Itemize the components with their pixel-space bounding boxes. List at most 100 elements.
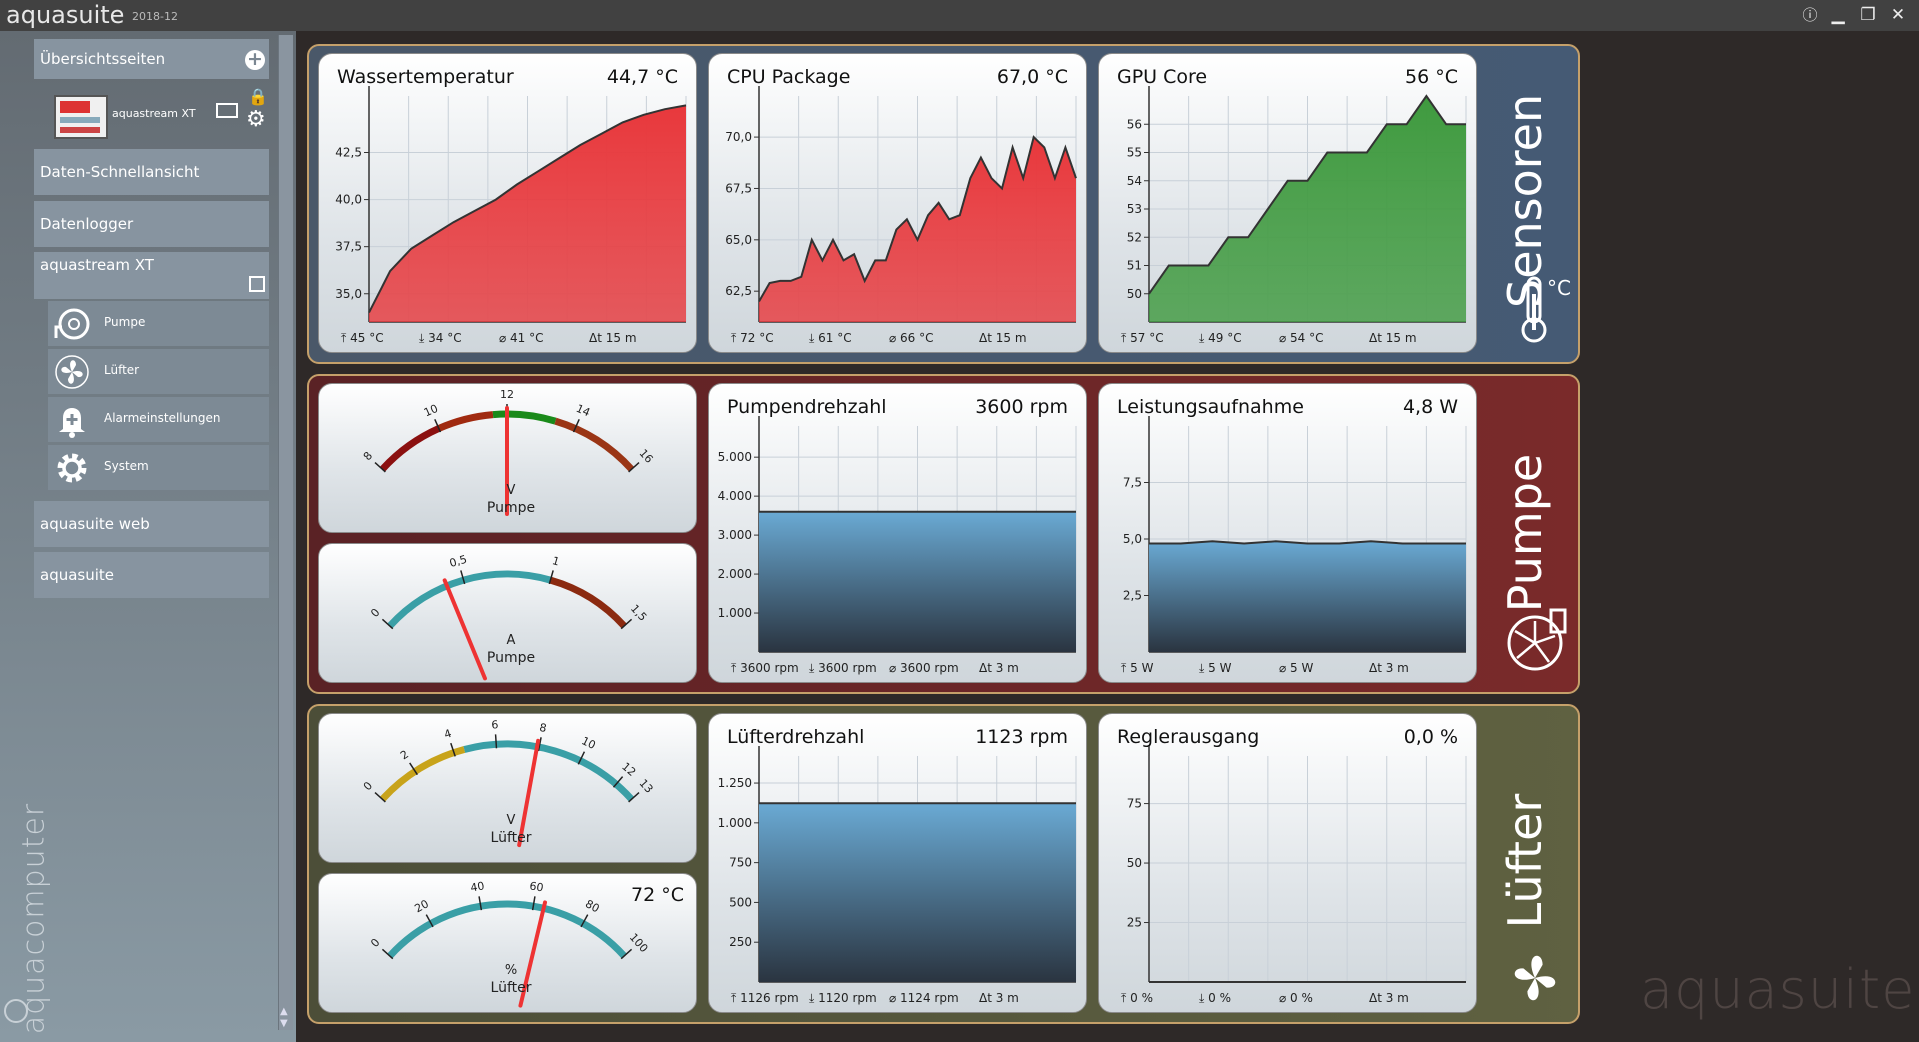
stat-timespan: Δt 15 m <box>589 331 637 345</box>
sidebar-item-device[interactable]: aquastream XT <box>34 252 269 299</box>
gauge-arc <box>379 746 466 802</box>
chart-water: 35,0 37,5 40,0 42,5 <box>335 86 687 323</box>
stat-max: ⤒ 0 % <box>1121 991 1153 1005</box>
gauge-tick <box>450 742 456 757</box>
stat-timespan: Δt 3 m <box>979 991 1019 1005</box>
close-button[interactable]: ✕ <box>1890 5 1906 25</box>
y-tick-label: 70,0 <box>725 130 752 144</box>
gauge-tick <box>572 418 580 433</box>
stat-timespan: Δt 15 m <box>1369 331 1417 345</box>
stat-max: ⤒ 45 °C <box>341 331 384 345</box>
gauge-arc <box>549 576 627 629</box>
y-tick-label: 53 <box>1127 202 1142 216</box>
scroll-arrows-icon[interactable]: ▲ ▼ <box>280 1006 288 1029</box>
gauge-tick-label: 80 <box>583 897 602 915</box>
gauge-tick <box>580 914 589 928</box>
gauge-arc <box>387 900 627 959</box>
gauge-tick <box>478 896 483 911</box>
save-icon[interactable] <box>249 276 265 292</box>
gauge-tick-label: 2 <box>398 748 411 763</box>
gauge-tick-label: 10 <box>579 734 597 752</box>
series-area <box>369 105 686 323</box>
gauge-label: Pumpe <box>487 650 535 666</box>
stat-min: ⤓ 1120 rpm <box>809 991 877 1005</box>
restore-button[interactable]: ❐ <box>1860 5 1876 25</box>
minimize-button[interactable]: ▁ <box>1831 5 1845 25</box>
card-value: 56 °C <box>1405 66 1458 88</box>
gauge-needle <box>517 738 541 848</box>
gauge-tick <box>434 418 442 433</box>
y-tick-label: 1.250 <box>718 776 752 790</box>
stat-avg: ⌀ 0 % <box>1279 991 1313 1005</box>
sidebar-item-fan[interactable]: Lüfter <box>48 349 269 394</box>
card-water-temperature: Wassertemperatur 44,7 °C 35,0 37,5 40,0 42,… <box>318 53 697 353</box>
gauge-arc <box>437 411 494 432</box>
card-pump-rpm: Pumpendrehzahl 3600 rpm 1.000 2.000 3.000 4… <box>708 383 1087 683</box>
sidebar-item-system[interactable]: System <box>48 445 269 490</box>
stat-max: ⤒ 57 °C <box>1121 331 1164 345</box>
gauge-needle <box>518 900 548 1008</box>
y-tick-label: 52 <box>1127 230 1142 244</box>
y-tick-label: 750 <box>729 856 752 870</box>
stat-min: ⤓ 0 % <box>1199 991 1231 1005</box>
card-title: Pumpendrehzahl <box>727 396 887 418</box>
sidebar-item-pump[interactable]: Pumpe <box>48 301 269 346</box>
overview-device-entry[interactable]: aquastream XT 🔒 ⚙ <box>44 87 269 171</box>
device-thumbnail <box>54 95 108 139</box>
gauge-arc <box>463 740 635 802</box>
card-title: CPU Package <box>727 66 851 88</box>
bell-icon <box>59 408 85 438</box>
gauge-tick <box>620 948 633 960</box>
add-icon[interactable]: + <box>245 50 265 70</box>
gauge-tick <box>460 570 466 585</box>
pump-icon <box>54 308 90 340</box>
sidebar-item-overview[interactable]: Übersichtsseiten + <box>34 39 269 79</box>
sidebar-item-aquasuite[interactable]: aquasuite <box>34 552 269 598</box>
sidebar-item-datalogger[interactable]: Datenlogger <box>34 201 269 247</box>
stat-min: ⤓ 34 °C <box>419 331 462 345</box>
stat-avg: ⌀ 54 °C <box>1279 331 1324 345</box>
gauge-tick <box>381 948 394 960</box>
stat-timespan: Δt 3 m <box>1369 661 1409 675</box>
y-tick-label: 4.000 <box>718 489 752 503</box>
y-tick-label: 1.000 <box>718 606 752 620</box>
gauge-tick <box>628 792 640 803</box>
y-tick-label: 40,0 <box>335 193 362 207</box>
stat-avg: ⌀ 1124 rpm <box>889 991 959 1005</box>
card-value: 67,0 °C <box>996 66 1068 88</box>
gear-icon[interactable]: ⚙ <box>246 107 266 132</box>
stat-min: ⤓ 61 °C <box>809 331 852 345</box>
gauge-unit: % <box>505 963 517 978</box>
y-tick-label: 25 <box>1127 916 1142 930</box>
sidebar-item-aquasuite-web[interactable]: aquasuite web <box>34 501 269 547</box>
y-tick-label: 500 <box>729 895 752 909</box>
fan-group-icon <box>1514 955 1556 1001</box>
chart-pump-rpm: 1.000 2.000 3.000 4.000 5.000 <box>718 416 1077 653</box>
card-power: Leistungsaufnahme 4,8 W 2,5 5,0 7,5 ⤒ 5 W ⤓… <box>1098 383 1477 683</box>
monitor-icon[interactable] <box>216 103 238 118</box>
gauge-tick <box>409 762 418 776</box>
gauge-tick-label: 0 <box>368 936 382 950</box>
gauge-label: Lüfter <box>491 830 532 846</box>
gauge-tick-label: 6 <box>491 718 499 731</box>
y-tick-label: 55 <box>1127 146 1142 160</box>
sidebar-item-alarms[interactable]: Alarmeinstellungen <box>48 397 269 442</box>
celsius-label: °C <box>1547 276 1571 300</box>
y-tick-label: 37,5 <box>335 240 362 254</box>
watermark: aquasuite <box>1640 958 1916 1021</box>
gauge-tick <box>381 618 394 630</box>
gauge-tick <box>548 570 554 585</box>
stat-max: ⤒ 5 W <box>1121 661 1154 675</box>
y-tick-label: 1.000 <box>718 816 752 830</box>
lock-icon[interactable]: 🔒 <box>248 87 268 106</box>
info-icon[interactable]: ⓘ <box>1802 6 1818 24</box>
app-title: aquasuite <box>6 1 125 29</box>
gauge-arc <box>554 417 635 472</box>
series-area <box>759 803 1076 982</box>
sidebar-item-quickview[interactable]: Daten-Schnellansicht <box>34 149 269 195</box>
sidebar-scrollbar[interactable] <box>278 35 293 1030</box>
group-title-pump: Pumpe <box>1498 453 1552 613</box>
fan-label: Lüfter <box>104 363 140 377</box>
chart-controller-output: 25 50 75 <box>1127 746 1467 983</box>
